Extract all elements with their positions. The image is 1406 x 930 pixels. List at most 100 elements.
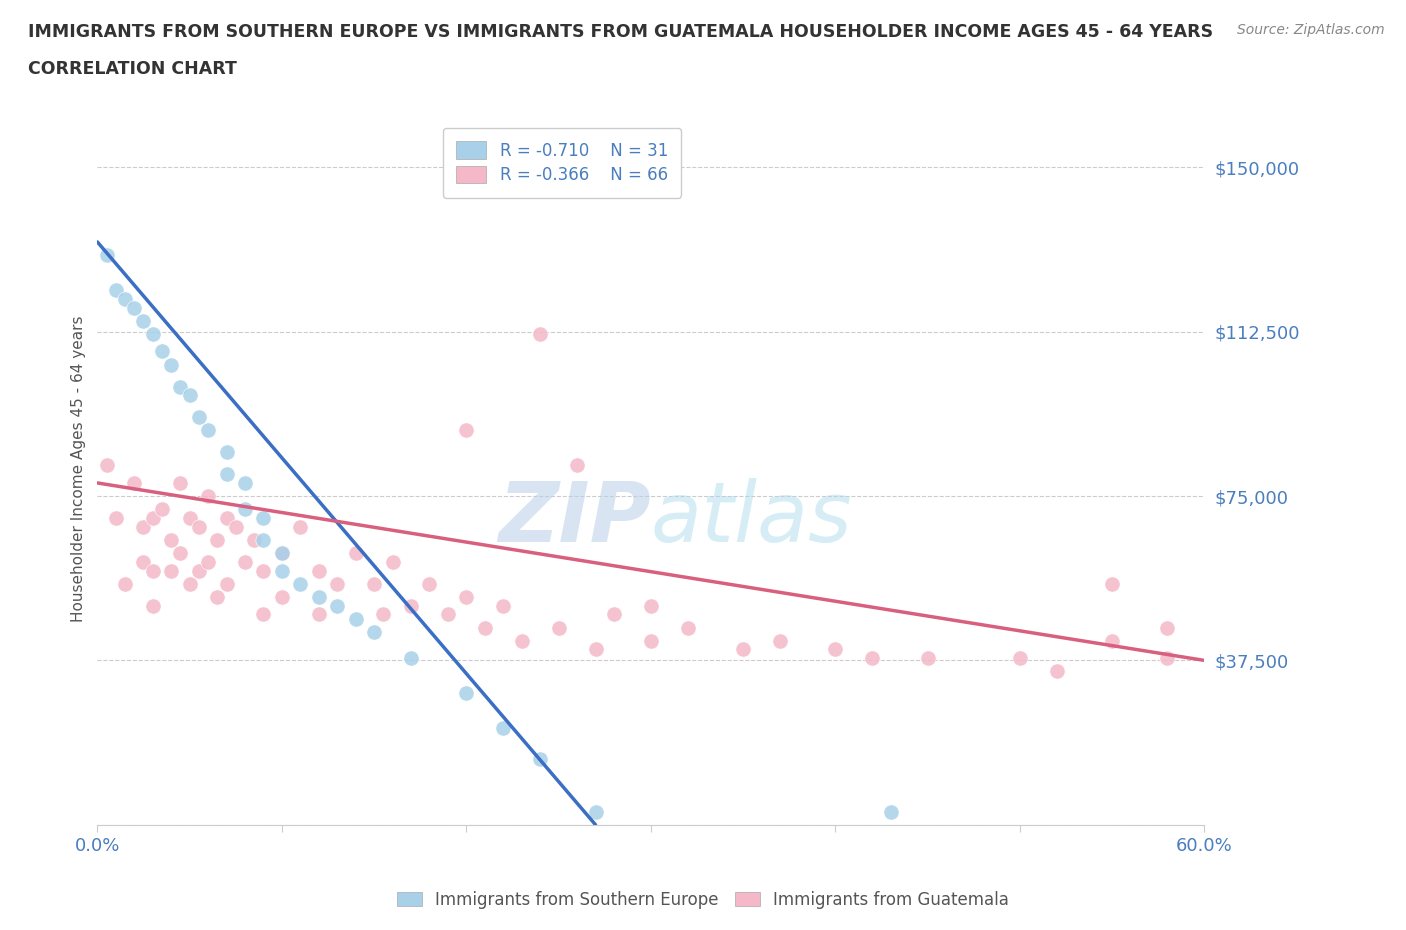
Point [344,546,367,561]
Point [418,577,440,591]
Point [1008,651,1031,666]
Point [456,590,478,604]
Point [373,607,395,622]
Point [252,564,274,578]
Point [207,533,229,548]
Point [399,651,422,666]
Point [215,445,238,459]
Point [179,388,201,403]
Point [326,577,349,591]
Point [96,247,118,262]
Point [233,554,256,569]
Point [585,642,607,657]
Point [197,423,219,438]
Point [215,577,238,591]
Point [122,300,145,315]
Point [1156,620,1178,635]
Point [225,519,247,534]
Point [326,598,349,613]
Y-axis label: Householder Income Ages 45 - 64 years: Householder Income Ages 45 - 64 years [72,315,86,622]
Point [880,804,903,819]
Point [492,598,515,613]
Point [344,611,367,626]
Point [1101,577,1123,591]
Point [381,554,404,569]
Point [270,590,292,604]
Legend: R = -0.710    N = 31, R = -0.366    N = 66: R = -0.710 N = 31, R = -0.366 N = 66 [443,128,682,198]
Point [640,633,662,648]
Point [308,607,330,622]
Point [270,546,292,561]
Point [142,598,165,613]
Point [733,642,755,657]
Point [860,651,883,666]
Point [114,291,136,306]
Point [160,533,183,548]
Point [363,577,385,591]
Point [207,590,229,604]
Point [104,283,127,298]
Point [676,620,699,635]
Point [243,533,266,548]
Point [179,511,201,525]
Point [1046,664,1069,679]
Point [142,511,165,525]
Text: atlas: atlas [651,478,852,559]
Point [142,326,165,341]
Text: CORRELATION CHART: CORRELATION CHART [28,60,238,78]
Point [215,511,238,525]
Point [122,475,145,490]
Text: Source: ZipAtlas.com: Source: ZipAtlas.com [1237,23,1385,37]
Point [169,475,191,490]
Point [529,751,551,766]
Point [233,475,256,490]
Point [474,620,496,635]
Point [308,590,330,604]
Point [150,344,173,359]
Point [142,564,165,578]
Point [233,502,256,517]
Point [197,554,219,569]
Point [308,564,330,578]
Point [1156,651,1178,666]
Point [290,577,312,591]
Point [252,607,274,622]
Point [187,519,209,534]
Point [824,642,846,657]
Point [290,519,312,534]
Point [917,651,939,666]
Legend: Immigrants from Southern Europe, Immigrants from Guatemala: Immigrants from Southern Europe, Immigra… [388,883,1018,917]
Point [160,357,183,372]
Point [132,519,155,534]
Point [603,607,626,622]
Point [1101,633,1123,648]
Point [510,633,533,648]
Point [456,685,478,700]
Point [169,546,191,561]
Point [169,379,191,394]
Point [114,577,136,591]
Point [132,554,155,569]
Point [437,607,460,622]
Text: ZIP: ZIP [498,478,651,559]
Point [399,598,422,613]
Point [160,564,183,578]
Point [197,488,219,503]
Point [585,804,607,819]
Point [529,326,551,341]
Point [150,502,173,517]
Point [363,624,385,639]
Point [252,533,274,548]
Point [215,467,238,482]
Text: IMMIGRANTS FROM SOUTHERN EUROPE VS IMMIGRANTS FROM GUATEMALA HOUSEHOLDER INCOME : IMMIGRANTS FROM SOUTHERN EUROPE VS IMMIG… [28,23,1213,41]
Point [456,423,478,438]
Point [270,546,292,561]
Point [492,721,515,736]
Point [104,511,127,525]
Point [252,511,274,525]
Point [187,564,209,578]
Point [132,313,155,328]
Point [640,598,662,613]
Point [270,564,292,578]
Point [179,577,201,591]
